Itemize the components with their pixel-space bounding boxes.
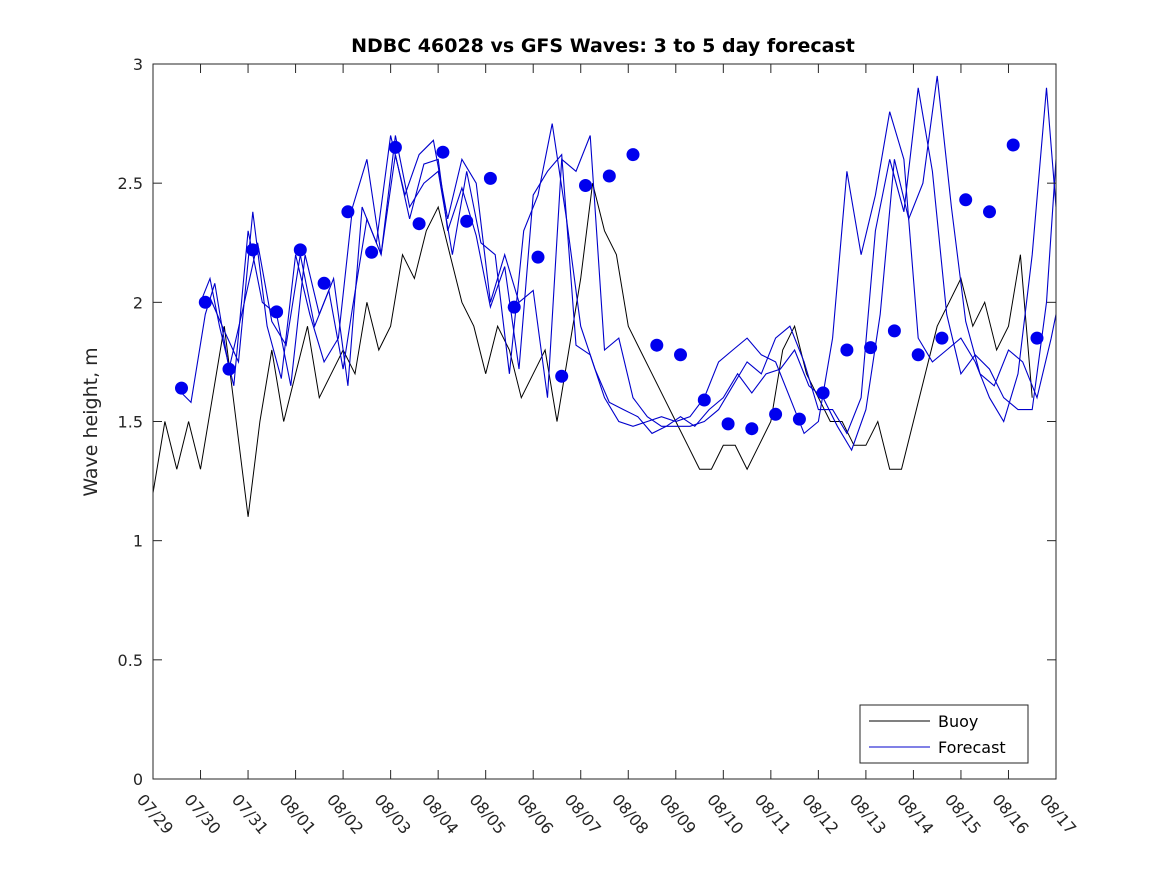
- forecast-marker: [650, 338, 664, 352]
- forecast-marker: [317, 276, 331, 290]
- forecast-marker: [721, 417, 735, 431]
- forecast-marker: [864, 341, 878, 355]
- forecast-marker: [365, 245, 379, 259]
- x-tick-label: 08/06: [513, 790, 557, 838]
- x-tick-label: 08/10: [703, 790, 747, 838]
- forecast-marker: [388, 140, 402, 154]
- forecast-marker: [911, 348, 925, 362]
- forecast-marker: [602, 169, 616, 183]
- x-tick-label: 08/13: [846, 790, 890, 838]
- x-tick-label: 08/09: [656, 790, 700, 838]
- x-tick-label: 07/29: [133, 790, 177, 838]
- y-tick-label: 1: [133, 532, 143, 551]
- forecast-marker: [959, 193, 973, 207]
- forecast-series-line-2: [199, 87, 1057, 435]
- forecast-marker: [198, 295, 212, 309]
- forecast-marker: [674, 348, 687, 362]
- buoy-series-line: [152, 183, 1033, 517]
- x-tick-label: 08/03: [371, 790, 415, 838]
- forecast-marker: [293, 243, 307, 257]
- forecast-marker: [816, 386, 830, 400]
- forecast-marker: [246, 243, 260, 257]
- x-tick-label: 08/17: [1036, 790, 1080, 838]
- forecast-marker: [341, 205, 355, 219]
- forecast-series-line-3: [209, 75, 1057, 452]
- y-tick-label: 3: [133, 55, 143, 74]
- forecast-marker: [270, 305, 284, 319]
- forecast-marker: [222, 362, 236, 376]
- x-tick-label: 08/08: [608, 790, 652, 838]
- x-tick-label: 08/05: [466, 790, 510, 838]
- y-tick-label: 1.5: [118, 413, 143, 432]
- forecast-marker: [887, 324, 901, 338]
- x-tick-label: 08/14: [893, 790, 937, 838]
- axes-box: [152, 63, 1057, 780]
- forecast-marker: [175, 381, 188, 395]
- x-tick-label: 08/15: [941, 790, 985, 838]
- forecast-marker: [840, 343, 854, 357]
- y-tick-label: 0.5: [118, 651, 143, 670]
- forecast-series-line-1: [181, 87, 1057, 435]
- legend-forecast-label: Forecast: [938, 738, 1006, 757]
- chart-title: NDBC 46028 vs GFS Waves: 3 to 5 day fore…: [351, 35, 855, 57]
- y-axis-label: Wave height, m: [80, 347, 102, 496]
- x-tick-label: 08/16: [988, 790, 1032, 838]
- forecast-marker: [769, 407, 783, 421]
- y-tick-label: 2.5: [118, 174, 143, 193]
- legend: Buoy Forecast: [859, 704, 1029, 764]
- x-tick-label: 08/02: [323, 790, 367, 838]
- forecast-marker: [1006, 138, 1020, 152]
- x-tick-label: 07/31: [228, 790, 272, 838]
- forecast-marker: [792, 412, 806, 426]
- x-tick-label: 07/30: [180, 790, 224, 838]
- y-tick-label: 2: [133, 293, 143, 312]
- plot-area: [152, 75, 1057, 517]
- forecast-marker: [1030, 331, 1044, 345]
- forecast-marker: [983, 205, 996, 219]
- forecast-marker: [697, 393, 711, 407]
- y-tick-label: 0: [133, 770, 143, 789]
- forecast-marker: [935, 331, 949, 345]
- x-tick-label: 08/01: [276, 790, 320, 838]
- x-tick-label: 08/11: [751, 790, 795, 838]
- forecast-marker: [745, 422, 759, 436]
- forecast-marker: [412, 217, 426, 231]
- x-tick-label: 08/04: [418, 790, 462, 838]
- x-tick-label: 08/07: [561, 790, 605, 838]
- forecast-marker: [579, 179, 592, 192]
- forecast-marker: [507, 300, 521, 314]
- forecast-marker: [531, 250, 545, 264]
- forecast-marker: [436, 145, 450, 159]
- legend-buoy-label: Buoy: [938, 712, 978, 731]
- forecast-marker: [626, 148, 640, 162]
- forecast-marker: [555, 369, 569, 383]
- x-tick-label: 08/12: [798, 790, 842, 838]
- legend-box: [859, 704, 1029, 764]
- forecast-marker: [483, 171, 497, 185]
- forecast-marker: [460, 214, 474, 228]
